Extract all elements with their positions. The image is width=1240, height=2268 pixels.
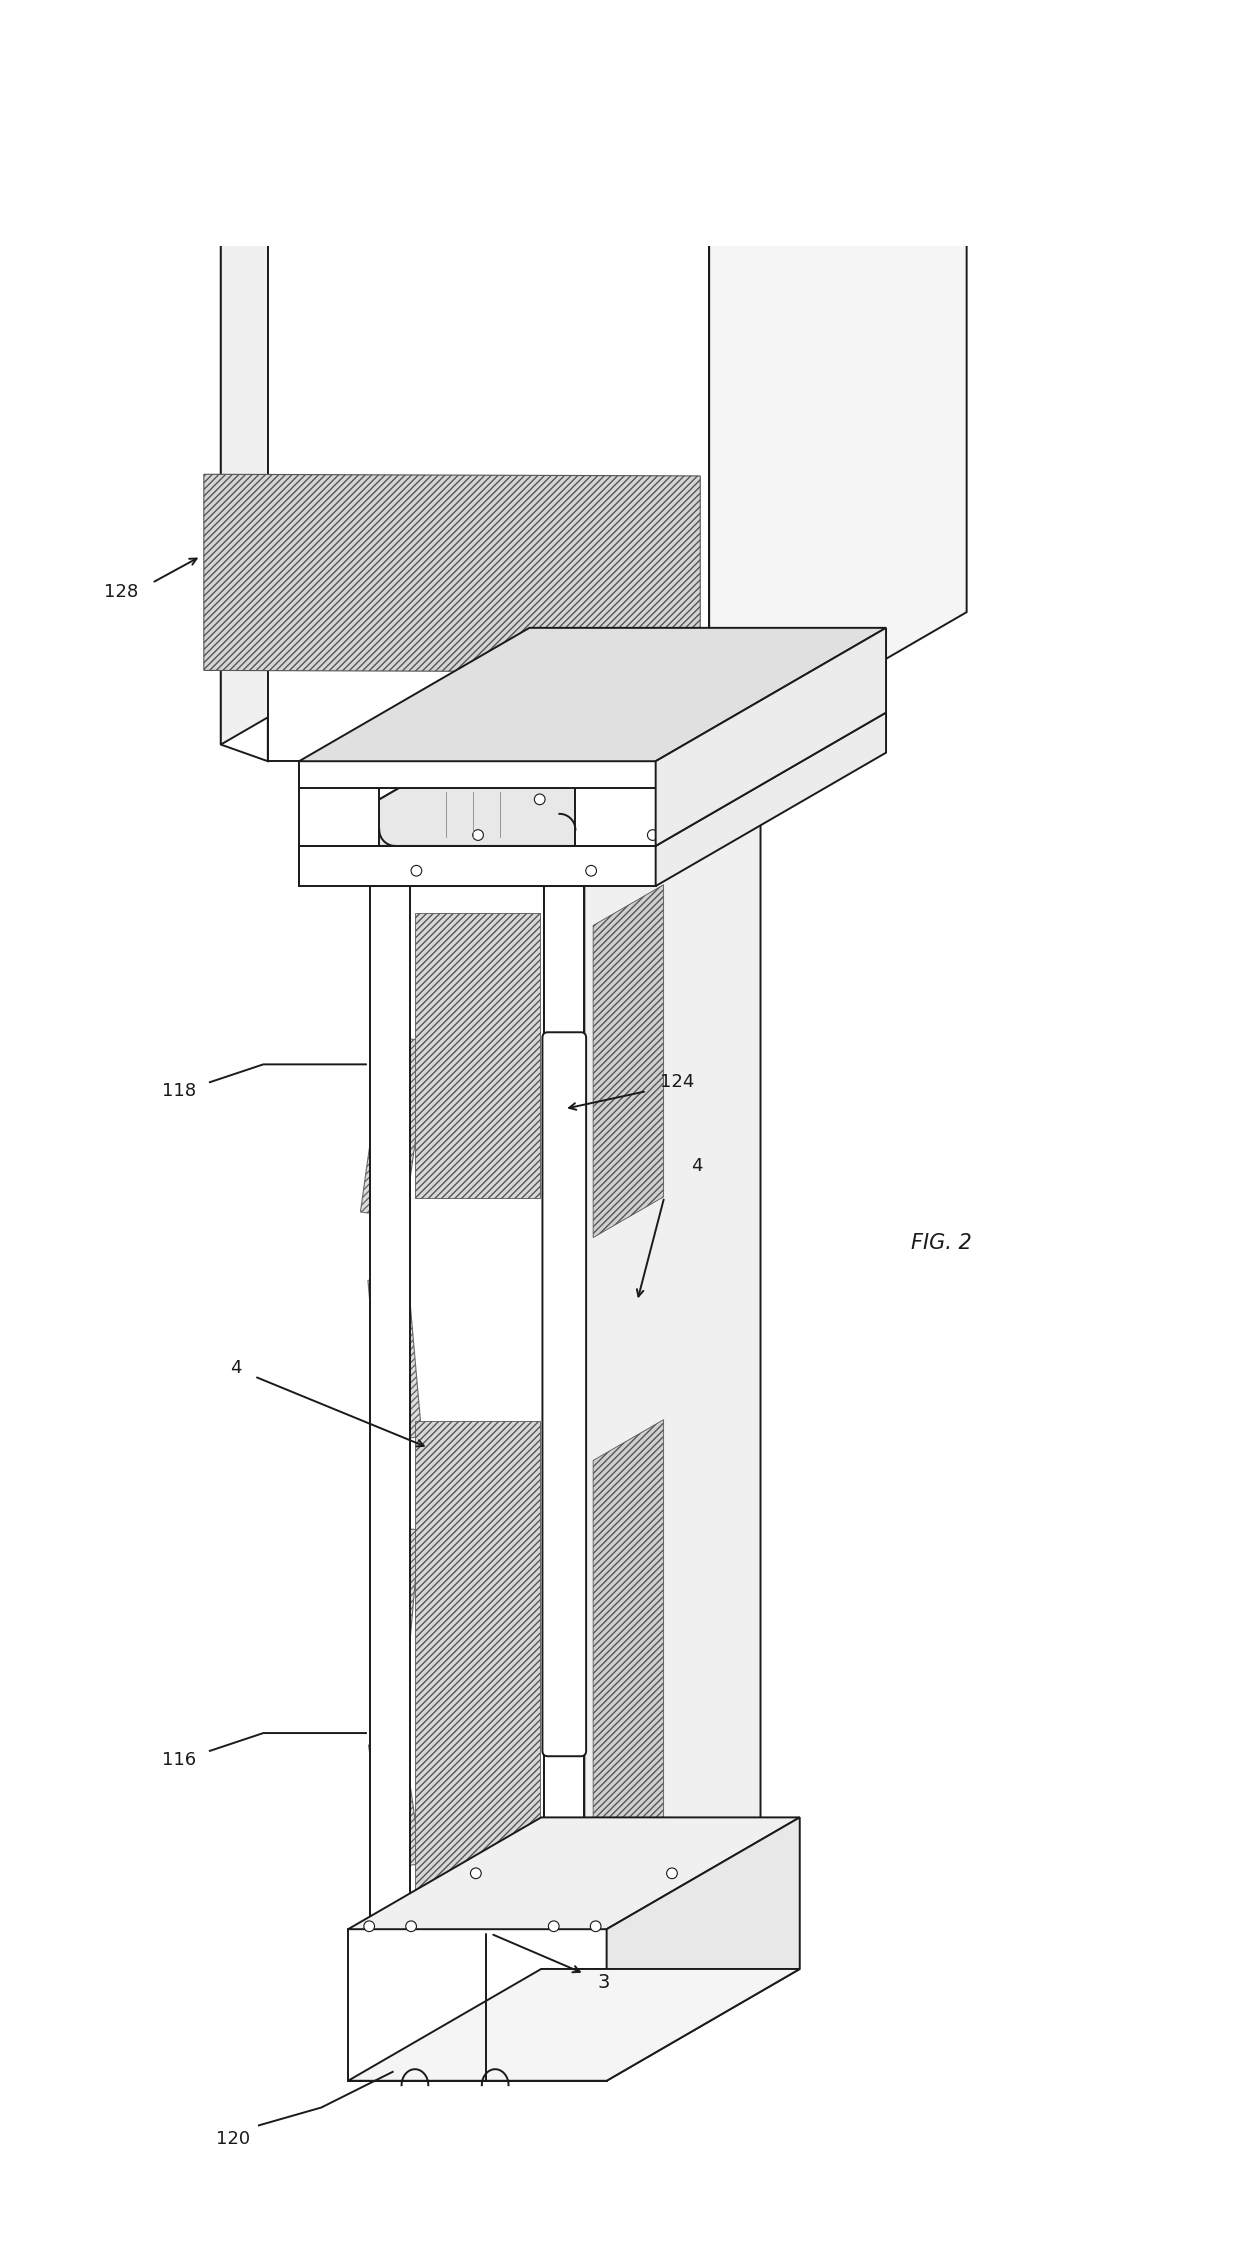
Polygon shape: [299, 628, 887, 762]
Text: 128: 128: [104, 583, 139, 601]
Text: 124: 124: [660, 1073, 694, 1091]
Polygon shape: [410, 887, 544, 1930]
Text: FIG. 2: FIG. 2: [910, 1234, 971, 1252]
Polygon shape: [371, 785, 760, 887]
Polygon shape: [348, 1930, 606, 2080]
Polygon shape: [299, 762, 379, 846]
Polygon shape: [656, 628, 887, 846]
FancyBboxPatch shape: [542, 1032, 587, 1755]
Polygon shape: [575, 762, 656, 846]
Circle shape: [534, 794, 546, 805]
Polygon shape: [593, 885, 663, 1238]
Polygon shape: [709, 32, 967, 762]
Polygon shape: [299, 712, 887, 846]
Circle shape: [590, 1921, 601, 1932]
Polygon shape: [370, 1526, 420, 1672]
Polygon shape: [544, 887, 584, 1930]
Polygon shape: [371, 887, 410, 1930]
Polygon shape: [299, 846, 656, 887]
Text: 120: 120: [216, 2130, 250, 2148]
Circle shape: [585, 866, 596, 875]
Polygon shape: [299, 712, 529, 887]
Text: 4: 4: [229, 1359, 241, 1377]
Circle shape: [667, 1869, 677, 1878]
Text: 3: 3: [598, 1973, 610, 1991]
Polygon shape: [268, 32, 967, 181]
Text: 4: 4: [691, 1157, 703, 1175]
Polygon shape: [221, 166, 268, 762]
Polygon shape: [348, 1817, 800, 1930]
Circle shape: [470, 1869, 481, 1878]
Circle shape: [472, 830, 484, 841]
Polygon shape: [221, 16, 526, 181]
Circle shape: [410, 866, 422, 875]
Circle shape: [709, 794, 720, 805]
Circle shape: [647, 830, 658, 841]
Polygon shape: [593, 1420, 663, 1862]
Polygon shape: [368, 1277, 422, 1440]
Circle shape: [548, 1921, 559, 1932]
Polygon shape: [584, 785, 760, 1930]
Polygon shape: [361, 1036, 429, 1218]
Polygon shape: [606, 1817, 800, 2080]
Text: 118: 118: [162, 1082, 196, 1100]
Circle shape: [363, 1921, 374, 1932]
Circle shape: [405, 1921, 417, 1932]
Polygon shape: [415, 1422, 539, 1894]
Polygon shape: [656, 712, 887, 887]
Polygon shape: [368, 1740, 422, 1869]
Polygon shape: [299, 762, 656, 787]
Polygon shape: [348, 1969, 800, 2080]
Text: 116: 116: [162, 1751, 196, 1769]
Polygon shape: [268, 181, 709, 762]
Polygon shape: [221, 16, 479, 744]
Polygon shape: [415, 912, 539, 1198]
Polygon shape: [203, 474, 701, 671]
